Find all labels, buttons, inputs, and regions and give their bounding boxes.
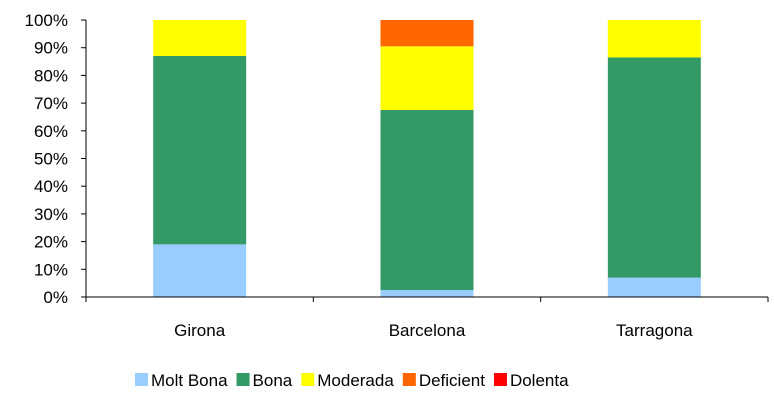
- legend-swatch: [402, 373, 416, 386]
- legend: Molt Bona Bona Moderada Deficient Dolenta: [135, 371, 569, 390]
- bar-segment-bona: [380, 110, 474, 291]
- bar-segment-bona: [153, 56, 247, 245]
- y-tick-label: 30%: [34, 205, 68, 224]
- legend-label: Dolenta: [510, 371, 569, 390]
- legend-swatch: [301, 373, 315, 386]
- y-tick-label: 90%: [34, 39, 68, 58]
- bar-segment-deficient: [380, 20, 474, 47]
- bar-segment-moderada: [380, 46, 474, 111]
- bar-segment-molt-bona: [153, 244, 247, 297]
- legend-label: Bona: [253, 371, 293, 390]
- bar-segment-molt-bona: [380, 290, 474, 297]
- y-tick-label: 40%: [34, 177, 68, 196]
- y-tick-label: 80%: [34, 66, 68, 85]
- bars-layer: [153, 20, 701, 297]
- x-tick-label: Girona: [174, 321, 226, 340]
- y-tick-label: 10%: [34, 260, 68, 279]
- legend-label: Moderada: [317, 371, 394, 390]
- x-tick-label: Tarragona: [616, 321, 693, 340]
- legend-label: Molt Bona: [151, 371, 228, 390]
- y-tick-label: 0%: [43, 288, 68, 307]
- y-tick-label: 70%: [34, 94, 68, 113]
- bar-segment-molt-bona: [607, 277, 701, 297]
- x-axis-ticks: Girona Barcelona Tarragona: [85, 297, 769, 340]
- legend-swatch: [493, 373, 507, 386]
- x-tick-label: Barcelona: [389, 321, 466, 340]
- y-tick-label: 100%: [25, 11, 68, 30]
- y-tick-label: 60%: [34, 122, 68, 141]
- bar-segment-moderada: [607, 20, 701, 58]
- bar-segment-bona: [607, 57, 701, 278]
- legend-swatch: [236, 373, 250, 386]
- bar-segment-moderada: [153, 20, 247, 57]
- y-tick-label: 50%: [34, 150, 68, 169]
- legend-label: Deficient: [419, 371, 485, 390]
- legend-swatch: [135, 373, 148, 386]
- y-axis-ticks: 0% 10% 20% 30% 40% 50% 60% 70% 80% 90% 100%: [25, 11, 86, 307]
- y-tick-label: 20%: [34, 233, 68, 252]
